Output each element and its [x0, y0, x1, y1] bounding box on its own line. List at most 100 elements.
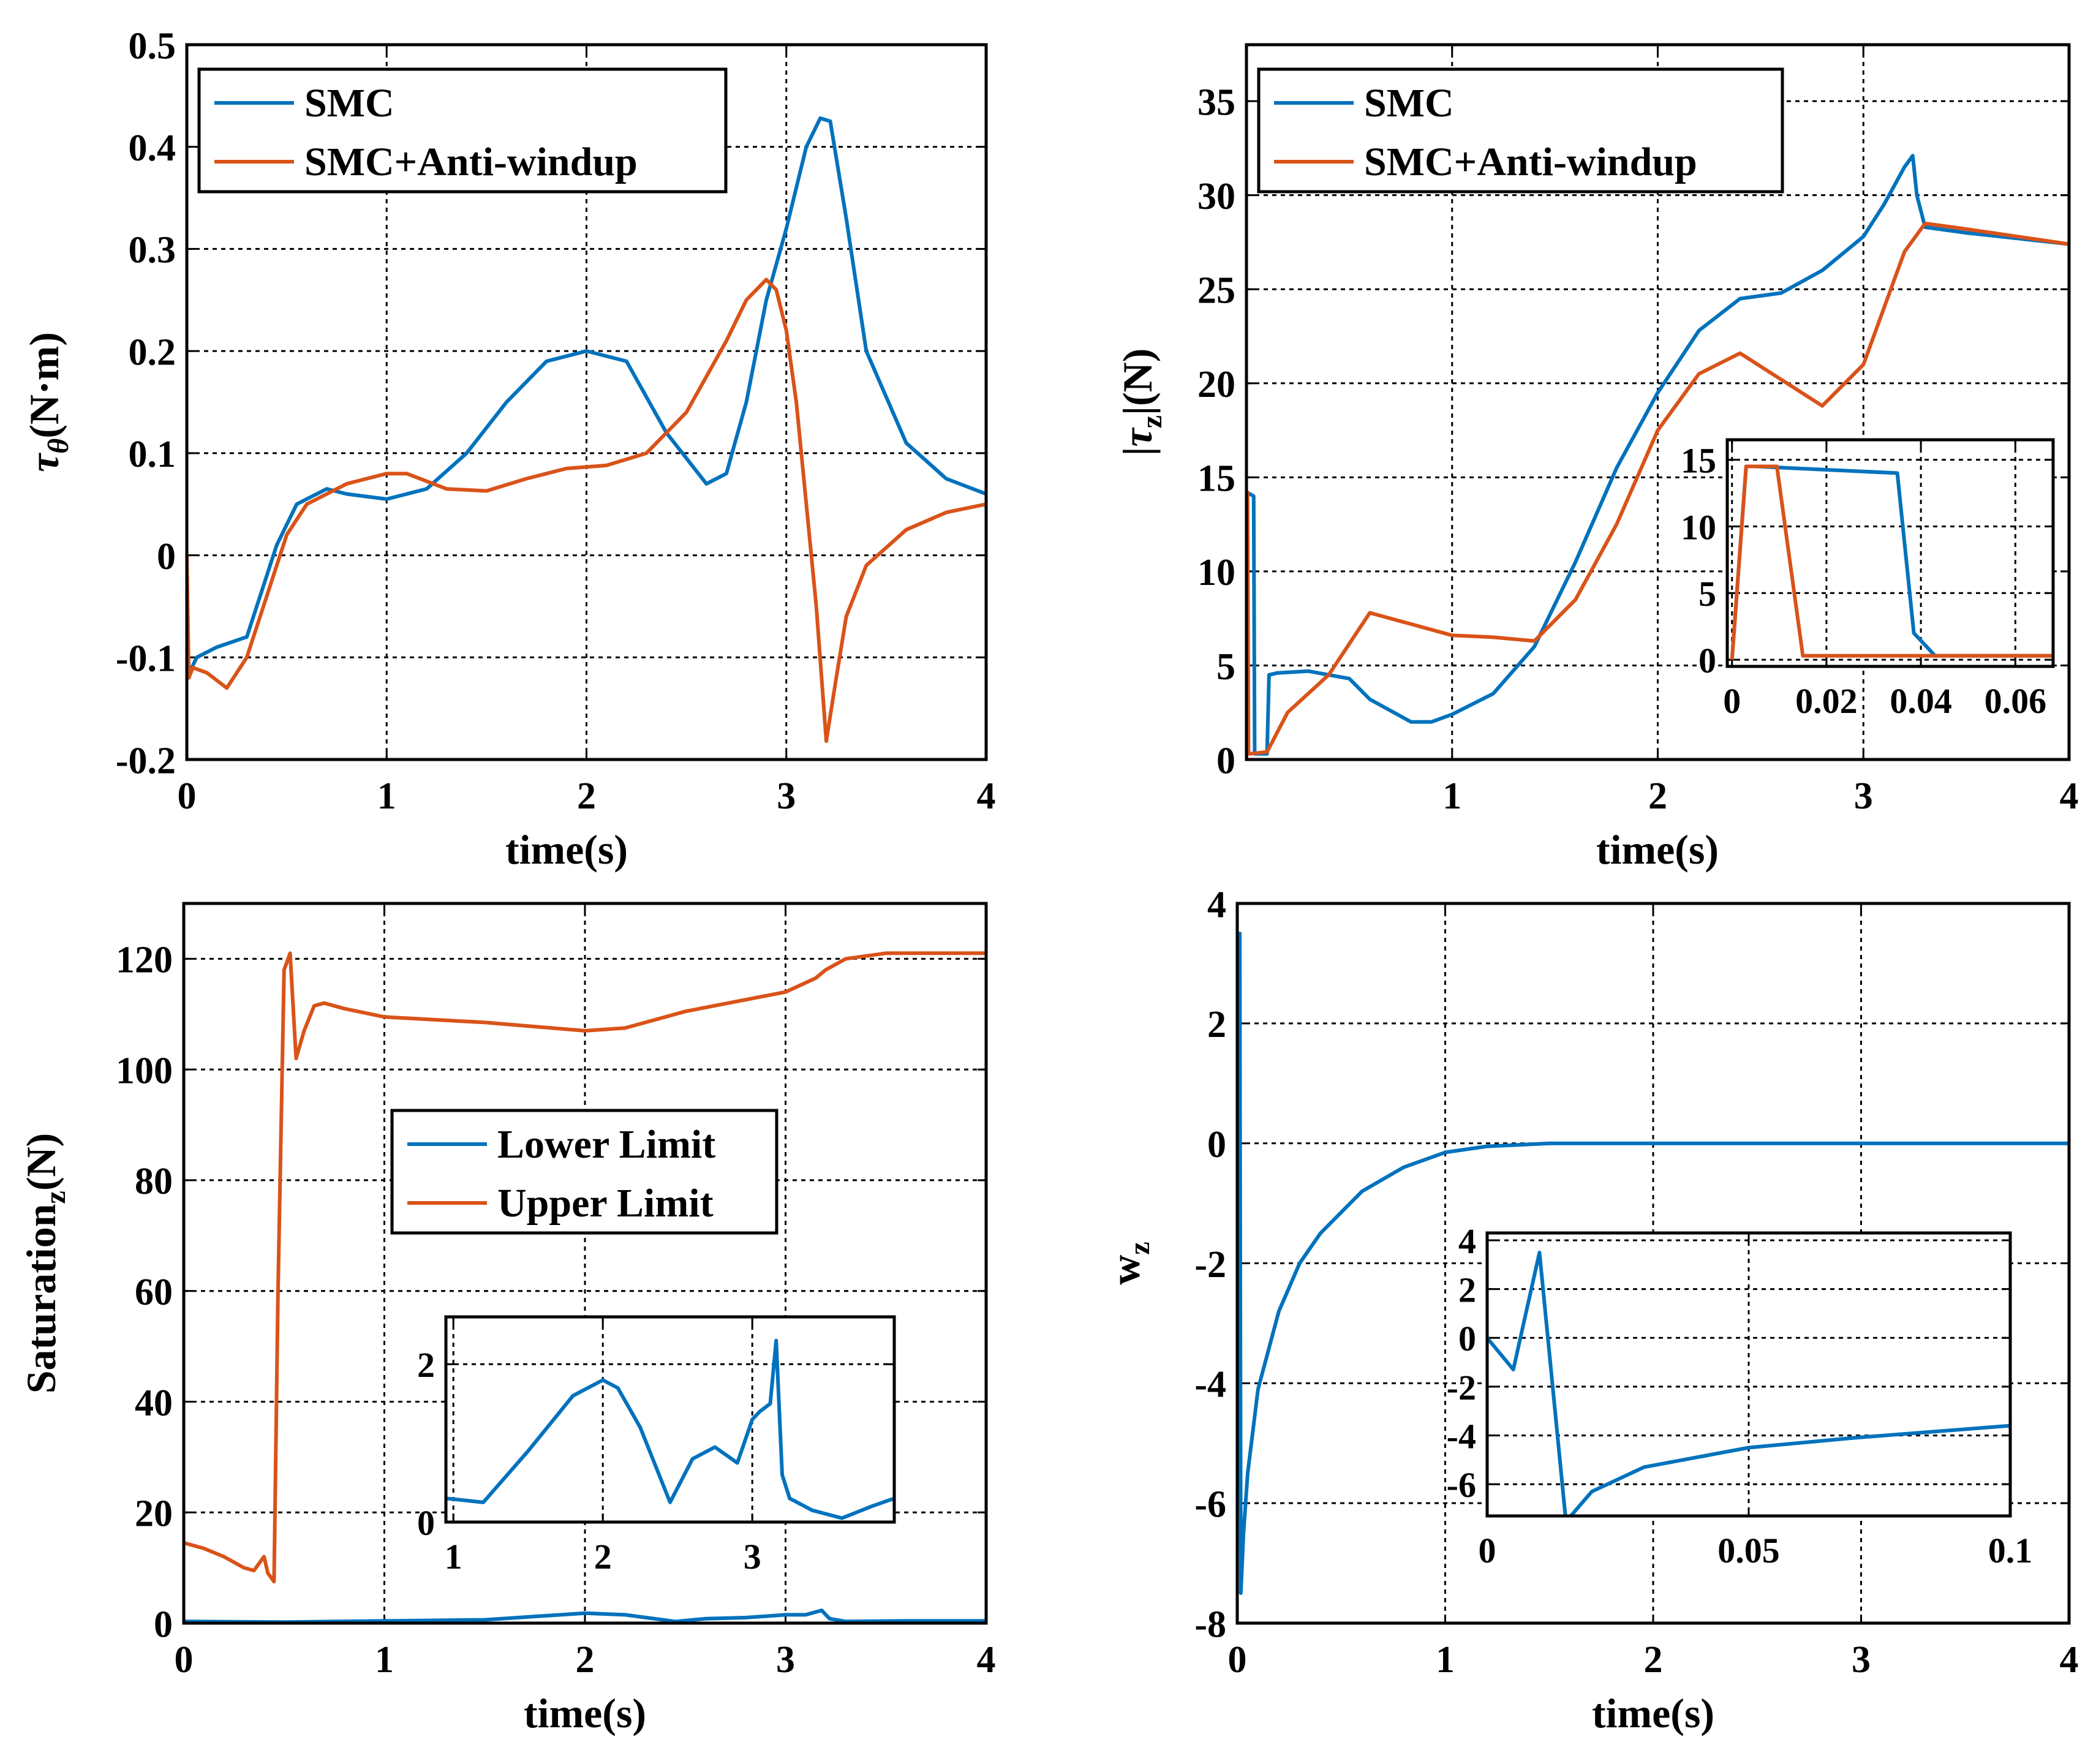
tau_z-ytick-label: 10 [1197, 552, 1235, 594]
saturation_z-legend-label-1: Upper Limit [497, 1181, 714, 1226]
w_z-inset-xtick-label: 0 [1479, 1531, 1496, 1570]
tau_theta-ytick-label: 0.4 [129, 127, 176, 169]
tau_z-ytick-label: 15 [1197, 458, 1235, 500]
tau_z-inset-xtick-label: 0.06 [1985, 681, 2047, 721]
w_z-frame [1235, 902, 2071, 1625]
saturation_z-xtick-label: 0 [175, 1639, 194, 1681]
w_z-xtick-label: 3 [1852, 1639, 1871, 1681]
w_z-ytick-label: 0 [1207, 1124, 1226, 1166]
w_z-series-w-z [1237, 932, 2069, 1595]
tau_z-series-smc-anti-windup [1246, 221, 2069, 760]
tau_theta-legend-box [197, 67, 728, 194]
w_z-inset-ytick-label: -6 [1447, 1465, 1476, 1505]
tau_z-legend-label-1: SMC+Anti-windup [1364, 140, 1697, 184]
tau_z-ytick-label: 30 [1197, 176, 1235, 217]
tau_z-inset-ytick-label: 10 [1681, 507, 1716, 547]
saturation_z-series-lower-limit [184, 1608, 986, 1623]
w_z-inset-ytick-label: 4 [1458, 1221, 1476, 1261]
w_z-ytick-label: -2 [1194, 1244, 1226, 1286]
w_z-xtick-label: 2 [1644, 1639, 1663, 1681]
saturation_z-ytick-label: 60 [135, 1272, 173, 1313]
w_z-inset-xtick-label: 0.05 [1717, 1531, 1780, 1570]
tau_theta-ytick-label: 0.1 [129, 434, 176, 475]
tau_theta-frame [185, 43, 988, 761]
tau_theta-ytick-label: -0.2 [116, 740, 176, 782]
tau_z-inset-series-smc-anti-windup [1730, 464, 2053, 660]
saturation_z-series-upper-limit [184, 951, 986, 1584]
tau_z-series-smc [1246, 154, 2069, 760]
saturation_z-xtick-label: 3 [776, 1639, 795, 1681]
tau_z-inset-xtick-label: 0 [1723, 681, 1741, 721]
tau_theta-xtick-label: 1 [377, 775, 396, 817]
tau_z-inset-axes: 0 0.02 0.04 0.06 0 5 10 15 [1681, 440, 2053, 721]
tau_theta-legend-label-0: SMC [304, 81, 394, 126]
saturation_z-ytick-label: 80 [135, 1161, 173, 1202]
tau_z-xtick-label: 3 [1854, 775, 1873, 817]
w_z-inset-frame [1485, 1231, 2012, 1518]
saturation_z-xtick-label: 2 [576, 1639, 595, 1681]
tau_theta-series-smc-anti-windup [187, 277, 986, 743]
saturation_z-legend-label-0: Lower Limit [497, 1122, 715, 1167]
saturation_z-ylabel-sub: z [39, 1191, 72, 1204]
saturation_z-legend-box [390, 1109, 778, 1235]
tau_z-ytick-label: 25 [1197, 270, 1235, 312]
tau_theta-ylabel-sub: θ [42, 439, 75, 454]
tau_z-xlabel: time(s) [1596, 826, 1719, 873]
w_z-ytick-label: -6 [1194, 1483, 1226, 1525]
w_z-inset-ytick-label: 2 [1458, 1270, 1476, 1310]
w_z-xtick-label: 0 [1228, 1639, 1247, 1681]
w_z-ytick-label: -8 [1194, 1604, 1226, 1645]
tau_theta-ylabel-unit: (N·m) [21, 332, 67, 439]
tau_z-ylabel-sub: z [1136, 415, 1168, 428]
tau_z-legend: SMC SMC+Anti-windup [1257, 67, 1784, 194]
w_z-inset-axes: 0 0.05 0.1 -6 -4 -2 0 2 4 [1447, 1221, 2033, 1570]
tau_theta-xtick-label: 3 [777, 775, 796, 817]
saturation_z-ylabel: Saturationz(N) [18, 1133, 72, 1394]
w_z-inset-ytick-label: -4 [1447, 1416, 1476, 1456]
saturation_z-xtick-label: 4 [977, 1639, 996, 1681]
saturation_z-ylabel-unit: (N) [18, 1133, 64, 1191]
saturation_z-ytick-label: 120 [116, 940, 173, 981]
saturation_z-ytick-label: 20 [135, 1493, 173, 1535]
tau_theta-xtick-label: 0 [178, 775, 197, 817]
saturation_z-ylabel-symbol: Saturation [18, 1204, 64, 1393]
tau_theta-ylabel: τθ(N·m) [21, 332, 75, 472]
tau_z-inset-ytick-label: 0 [1698, 641, 1716, 680]
saturation_z-ytick-label: 100 [116, 1050, 173, 1091]
tau_theta-ylabel-symbol: τ [21, 453, 67, 472]
tau_z-inset-ytick-label: 5 [1698, 574, 1716, 614]
w_z-xtick-label: 1 [1436, 1639, 1455, 1681]
tau_z-xtick-label: 1 [1442, 775, 1461, 817]
tau_z-ylabel-pre: | [1114, 447, 1161, 456]
w_z-ylabel: wz [1102, 1242, 1156, 1284]
saturation_z-inset-ytick-label: 0 [417, 1503, 435, 1543]
w_z-xtick-label: 4 [2060, 1639, 2079, 1681]
w_z-ytick-label: 4 [1207, 884, 1226, 925]
tau_theta-ytick-label: 0.5 [129, 25, 176, 67]
saturation_z-inset-frame [444, 1315, 896, 1524]
saturation_z-inset-xtick-label: 1 [445, 1537, 462, 1577]
tau_z-frame [1245, 43, 2071, 761]
tau_z-ytick-label: 35 [1197, 81, 1235, 123]
saturation_z-inset-xtick-label: 2 [594, 1537, 612, 1577]
tau_z-inset-xtick-label: 0.02 [1795, 681, 1858, 721]
tau_z-xtick-label: 2 [1648, 775, 1667, 817]
tau_theta-xtick-label: 2 [577, 775, 596, 817]
tau_z-ytick-label: 5 [1216, 646, 1235, 688]
w_z-inset-series-w-z [1487, 1250, 2010, 1516]
saturation_z-xlabel: time(s) [524, 1690, 646, 1736]
tau_z-inset-frame [1725, 438, 2055, 668]
tau_theta-legend: SMC SMC+Anti-windup [197, 67, 728, 194]
saturation_z-inset-ytick-label: 2 [417, 1345, 435, 1385]
saturation_z-ytick-label: 40 [135, 1382, 173, 1424]
saturation_z-frame [182, 902, 988, 1625]
tau_theta-xtick-label: 4 [977, 775, 996, 817]
saturation_z-inset-background [446, 1317, 894, 1522]
tau_z-ytick-label: 0 [1216, 740, 1235, 782]
tau_z-inset-ytick-label: 15 [1681, 441, 1716, 481]
tau_z-legend-label-0: SMC [1364, 81, 1454, 126]
tau_z-xtick-label: 4 [2060, 775, 2079, 817]
w_z-ytick-label: -4 [1194, 1364, 1226, 1406]
w_z-ylabel-sub: z [1123, 1242, 1156, 1254]
